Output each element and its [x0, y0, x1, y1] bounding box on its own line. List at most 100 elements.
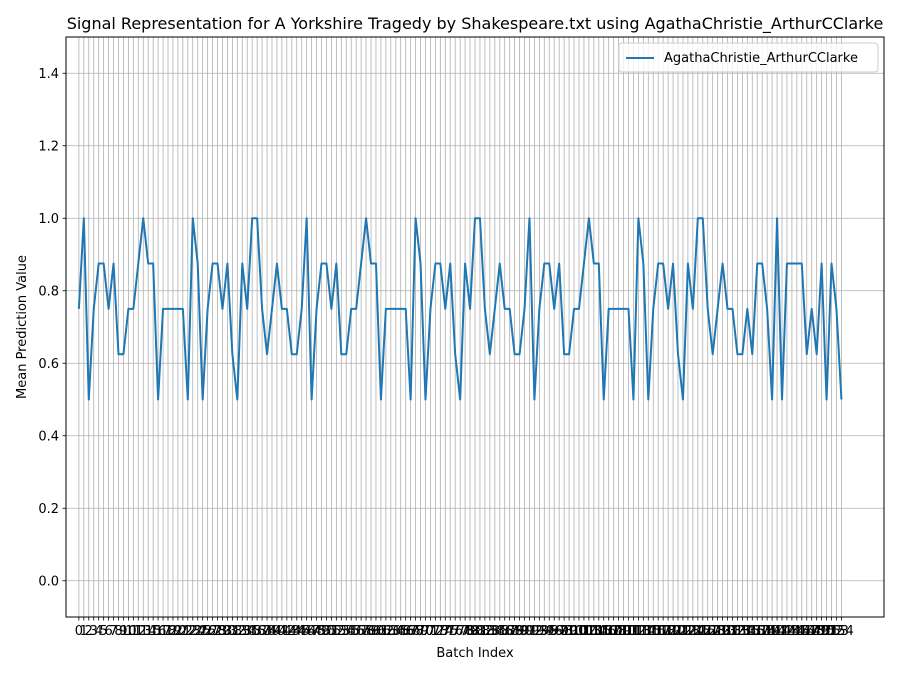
data-point	[617, 308, 619, 310]
y-tick-label: 1.0	[38, 212, 59, 227]
data-point	[246, 308, 248, 310]
x-tick-label: 40	[269, 624, 286, 639]
data-point	[236, 398, 238, 400]
x-tick-label: 114	[631, 624, 656, 639]
data-point	[197, 262, 199, 264]
data-point	[256, 217, 258, 219]
x-tick-label: 91	[521, 624, 538, 639]
data-point	[400, 308, 402, 310]
x-tick-label: 36	[249, 624, 266, 639]
x-tick-label: 96	[546, 624, 563, 639]
x-tick-label: 16	[150, 624, 167, 639]
x-tick-label: 20	[170, 624, 187, 639]
data-point	[761, 262, 763, 264]
x-tick-label: 123	[676, 624, 701, 639]
x-tick-label: 64	[388, 624, 405, 639]
data-point	[226, 262, 228, 264]
data-point	[588, 217, 590, 219]
data-point	[291, 353, 293, 355]
x-tick-label: 18	[160, 624, 177, 639]
data-point	[281, 308, 283, 310]
x-tick-label: 131	[715, 624, 740, 639]
x-tick-label: 150	[809, 624, 834, 639]
data-point	[771, 398, 773, 400]
data-point	[682, 398, 684, 400]
data-point	[523, 308, 525, 310]
x-tick-label: 152	[819, 624, 844, 639]
data-point	[434, 262, 436, 264]
data-point	[603, 398, 605, 400]
data-point	[142, 217, 144, 219]
y-tick-label: 0.8	[38, 284, 59, 299]
data-point	[83, 217, 85, 219]
x-tick-label: 122	[671, 624, 696, 639]
data-point	[211, 262, 213, 264]
data-point	[811, 308, 813, 310]
x-tick-label: 82	[477, 624, 494, 639]
x-tick-label: 76	[447, 624, 464, 639]
x-tick-label: 32	[229, 624, 246, 639]
x-tick-label: 126	[690, 624, 715, 639]
x-tick-label: 97	[551, 624, 568, 639]
x-tick-label: 24	[189, 624, 206, 639]
data-point	[652, 308, 654, 310]
x-tick-label: 0	[75, 624, 83, 639]
y-grid	[66, 72, 884, 582]
data-point	[489, 353, 491, 355]
x-tick-label: 42	[279, 624, 296, 639]
data-point	[300, 308, 302, 310]
x-tick-label: 84	[487, 624, 504, 639]
x-tick-label: 107	[596, 624, 621, 639]
data-point	[320, 262, 322, 264]
x-tick-label: 90	[516, 624, 533, 639]
x-tick-label: 120	[661, 624, 686, 639]
data-point	[508, 308, 510, 310]
x-tick-label: 54	[338, 624, 355, 639]
data-point	[578, 308, 580, 310]
x-tick-label: 35	[244, 624, 261, 639]
x-tick-label: 38	[259, 624, 276, 639]
x-tick-label: 19	[165, 624, 182, 639]
x-tick-label: 133	[725, 624, 750, 639]
data-point	[528, 217, 530, 219]
data-point	[305, 217, 307, 219]
data-point	[776, 217, 778, 219]
x-tick-label: 103	[576, 624, 601, 639]
data-point	[325, 262, 327, 264]
data-point	[340, 353, 342, 355]
x-tick-label: 99	[561, 624, 578, 639]
x-tick-label: 141	[765, 624, 790, 639]
data-point	[801, 262, 803, 264]
data-point	[459, 398, 461, 400]
data-point	[310, 398, 312, 400]
data-point	[593, 262, 595, 264]
data-point	[548, 262, 550, 264]
data-point	[409, 398, 411, 400]
data-point	[271, 308, 273, 310]
y-tick-label: 0.4	[38, 429, 59, 444]
data-point	[647, 398, 649, 400]
data-point	[806, 353, 808, 355]
x-tick-label: 2	[85, 624, 93, 639]
x-tick-label: 9	[119, 624, 127, 639]
data-point	[449, 262, 451, 264]
data-point	[642, 262, 644, 264]
data-point	[687, 262, 689, 264]
x-tick-label: 30	[219, 624, 236, 639]
data-point	[479, 217, 481, 219]
x-tick-label: 119	[656, 624, 681, 639]
x-axis-label: Batch Index	[436, 646, 514, 661]
data-point	[335, 262, 337, 264]
x-tick-label: 39	[264, 624, 281, 639]
legend: AgathaChristie_ArthurCClarke	[618, 42, 879, 73]
data-point	[543, 262, 545, 264]
x-tick-label: 121	[666, 624, 691, 639]
data-point	[736, 353, 738, 355]
data-point	[88, 398, 90, 400]
x-tick-label: 5	[99, 624, 107, 639]
data-point	[296, 353, 298, 355]
x-tick-label: 108	[601, 624, 626, 639]
x-tick-label: 102	[572, 624, 597, 639]
x-tick-label: 47	[303, 624, 320, 639]
x-tick-label: 132	[720, 624, 745, 639]
